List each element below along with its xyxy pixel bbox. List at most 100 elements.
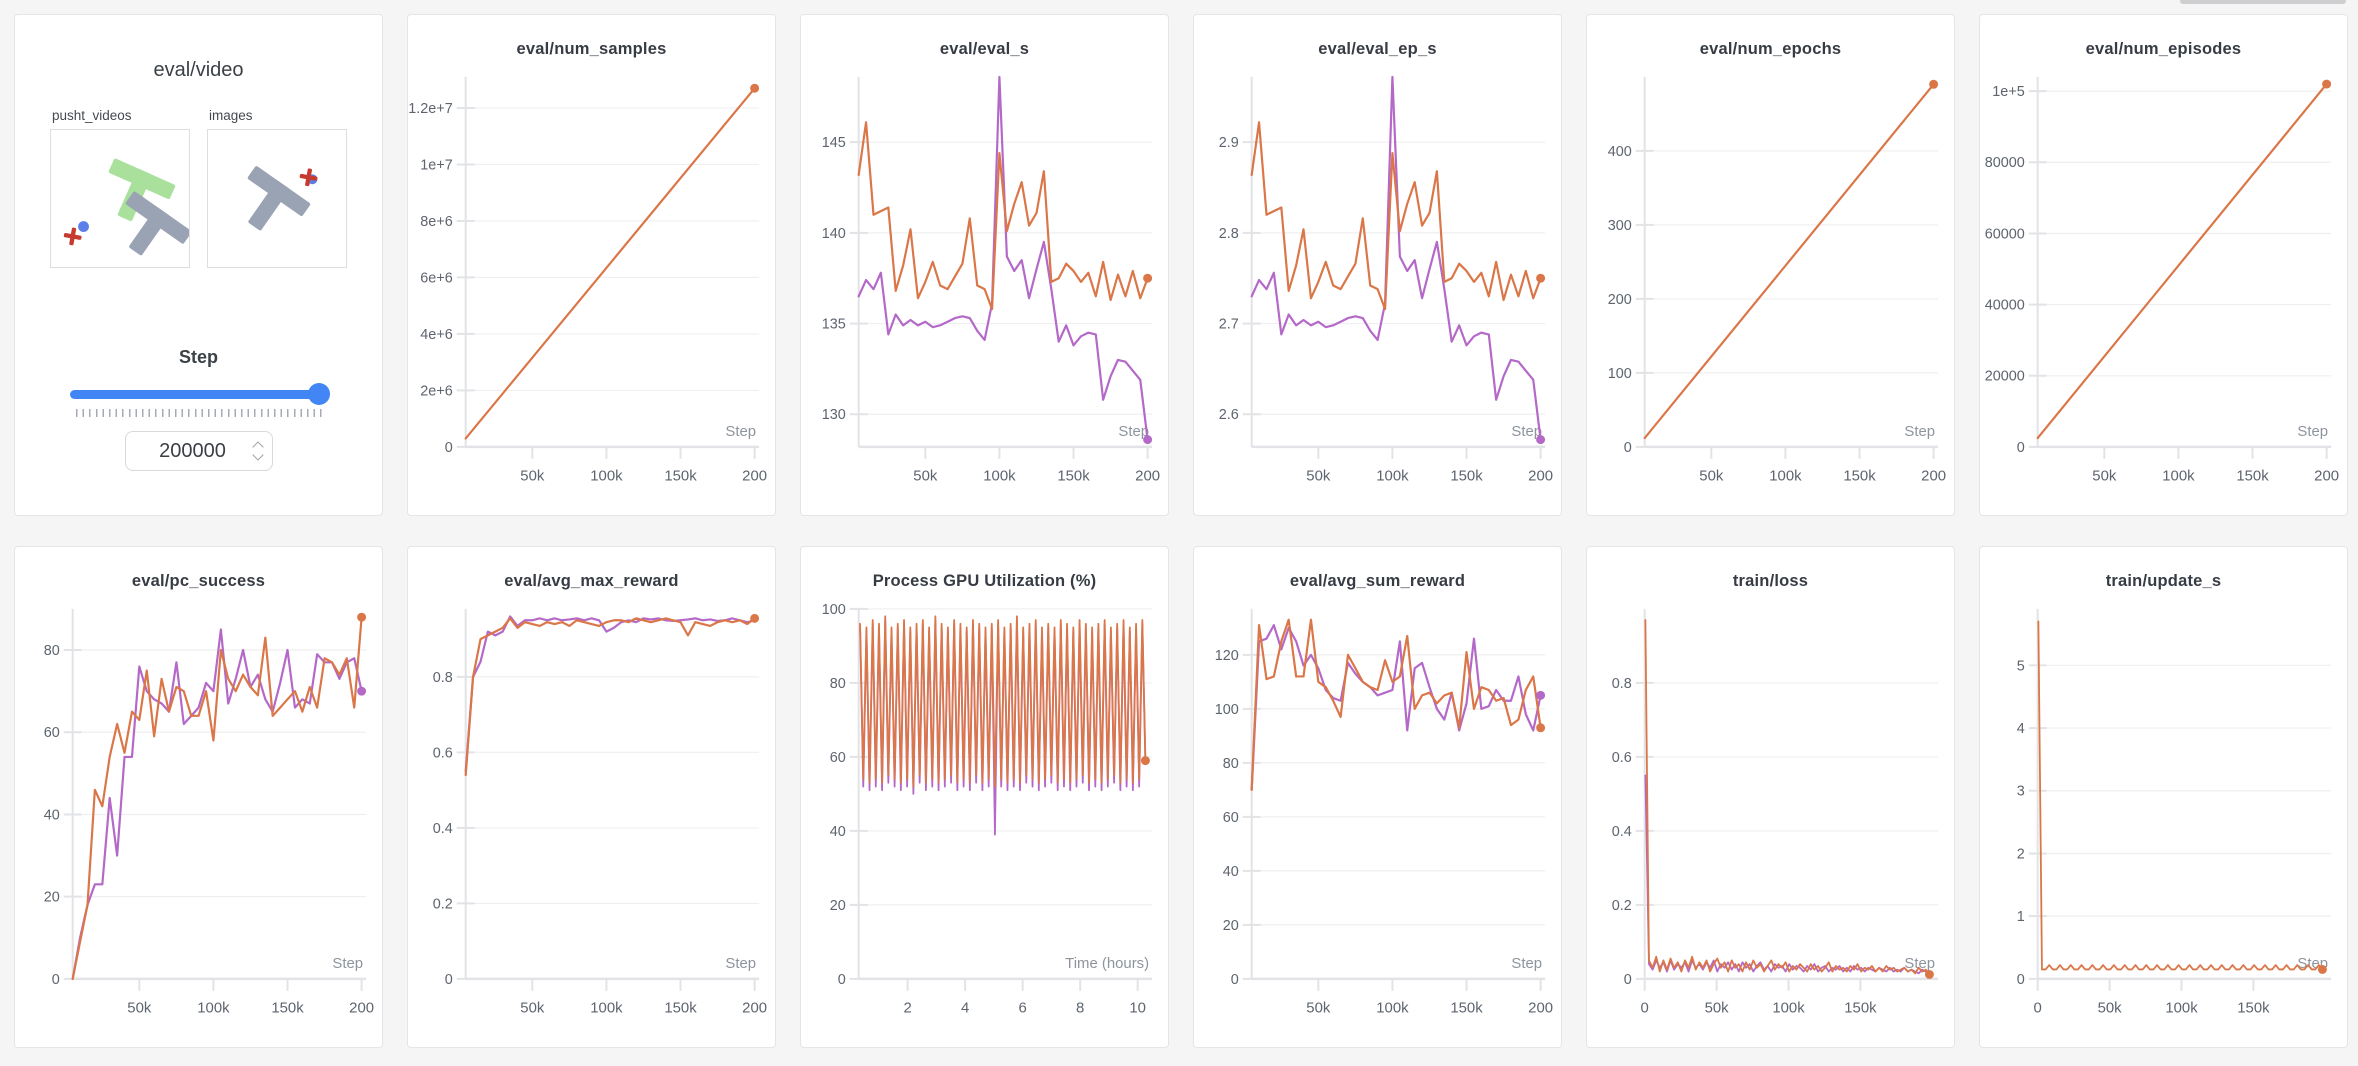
block-t-shape — [247, 166, 311, 231]
chart-canvas[interactable]: 0 0.2 0.4 0.6 0.8 50k 100k 150k 200 Step — [408, 595, 775, 1033]
chart-panel-eval-eval-s: eval/eval_s 130 135 140 145 50k 100k 150k 200 St… — [800, 14, 1169, 516]
y-tick-label: 40 — [1223, 864, 1239, 880]
step-stepper[interactable] — [251, 441, 264, 461]
chart-title: eval/pc_success — [131, 572, 266, 590]
x-tick-label: 8 — [1076, 1001, 1084, 1017]
x-tick-label: 200 — [2314, 469, 2339, 485]
x-tick-label: 100k — [1376, 469, 1409, 485]
media-label: pusht_videos — [52, 108, 132, 123]
chart-canvas[interactable]: 0 0.2 0.4 0.6 0.8 0 50k 100k 150k Step — [1587, 595, 1954, 1033]
x-tick-label: 100k — [1772, 1001, 1805, 1017]
x-tick-label: 200 — [1921, 469, 1946, 485]
series-line-purple — [71, 628, 363, 980]
y-tick-label: 80000 — [1985, 155, 2025, 171]
y-tick-label: 0 — [2017, 972, 2025, 988]
series-end-dot-orange — [2322, 79, 2332, 89]
x-tick-label: 6 — [1019, 1001, 1027, 1017]
chart-canvas[interactable]: 0 2e+6 4e+6 6e+6 8e+6 1e+7 1.2e+7 50k 100k 150k 20… — [408, 63, 775, 501]
x-tick-label: 50k — [1306, 1001, 1331, 1017]
x-tick-label: 50k — [520, 469, 545, 485]
series-end-dot-purple — [357, 686, 367, 696]
step-slider-track[interactable] — [69, 390, 328, 399]
target-cross-icon — [299, 168, 318, 187]
x-axis-caption: Step — [725, 956, 756, 972]
y-tick-label: 0 — [445, 972, 453, 988]
y-tick-label: 20 — [830, 898, 846, 914]
y-tick-label: 0 — [52, 972, 60, 988]
chevron-down-icon[interactable] — [251, 449, 264, 461]
x-tick-label: 50k — [1306, 469, 1331, 485]
series-end-dot-orange — [1929, 79, 1939, 89]
series-line-orange — [1644, 619, 1931, 976]
y-tick-label: 0.8 — [1612, 676, 1632, 692]
y-tick-label: 40000 — [1985, 298, 2025, 314]
y-tick-label: 8e+6 — [420, 214, 452, 230]
y-tick-label: 0 — [1624, 440, 1632, 456]
x-tick-label: 100k — [590, 1001, 623, 1017]
series-end-dot-orange — [357, 612, 367, 622]
x-tick-label: 150k — [664, 469, 697, 485]
step-slider-thumb[interactable] — [307, 383, 330, 405]
x-tick-label: 50k — [913, 469, 938, 485]
chart-canvas[interactable]: 130 135 140 145 50k 100k 150k 200 Step — [801, 63, 1168, 501]
x-tick-label: 50k — [1699, 469, 1724, 485]
y-tick-label: 1.2e+7 — [408, 101, 452, 117]
block-t-shape — [125, 191, 192, 256]
series-end-dot-orange — [1536, 273, 1546, 283]
chart-canvas[interactable]: 0 20 40 60 80 100 2 4 6 8 10 Time (hours) — [801, 595, 1168, 1033]
x-tick-label: 200 — [1528, 469, 1553, 485]
y-tick-label: 0 — [1231, 972, 1239, 988]
series-end-dot-orange — [2317, 964, 2327, 974]
y-tick-label: 6e+6 — [420, 270, 452, 286]
series-end-dot-orange — [750, 613, 760, 623]
x-axis-caption: Step — [1511, 424, 1542, 440]
media-panel-eval-video: eval/video pusht_videos — [14, 14, 383, 516]
x-tick-label: 100k — [2162, 469, 2195, 485]
step-number-box — [124, 431, 273, 471]
image-thumbnail[interactable] — [207, 129, 347, 268]
y-tick-label: 200 — [1608, 292, 1632, 308]
x-tick-label: 100k — [983, 469, 1016, 485]
series-line-purple — [1644, 774, 1931, 977]
y-tick-label: 2e+6 — [420, 383, 452, 399]
chart-canvas[interactable]: 0 20000 40000 60000 80000 1e+5 50k 100k 150k 200 S… — [1980, 63, 2347, 501]
chart-title: eval/avg_max_reward — [504, 572, 679, 590]
x-axis-caption: Step — [2297, 424, 2328, 440]
y-tick-label: 0 — [838, 972, 846, 988]
y-tick-label: 4e+6 — [420, 327, 452, 343]
chart-title: train/loss — [1732, 572, 1809, 590]
video-thumbnail-pusht[interactable] — [50, 129, 192, 268]
chart-canvas[interactable]: 2.6 2.7 2.8 2.9 50k 100k 150k 200 Step — [1194, 63, 1561, 501]
chart-canvas[interactable]: 0 100 200 300 400 50k 100k 150k 200 Step — [1587, 63, 1954, 501]
step-slider-ticks — [75, 409, 322, 417]
x-tick-label: 100k — [197, 1001, 230, 1017]
x-tick-label: 150k — [2237, 1001, 2270, 1017]
step-slider[interactable] — [69, 383, 330, 405]
series-line-orange — [71, 616, 363, 980]
y-tick-label: 2.9 — [1219, 135, 1239, 151]
series-line-orange — [2036, 82, 2328, 440]
y-tick-label: 120 — [1215, 648, 1239, 664]
series-line-orange — [1250, 618, 1542, 791]
chart-canvas[interactable]: 0 20 40 60 80 100 120 50k 100k 150k 200 Step — [1194, 595, 1561, 1033]
y-tick-label: 20 — [1223, 918, 1239, 934]
series-end-dot-purple — [1536, 435, 1546, 445]
x-tick-label: 200 — [1528, 1001, 1553, 1017]
chart-canvas[interactable]: 0 20 40 60 80 50k 100k 150k 200 Step — [15, 595, 382, 1033]
y-tick-label: 300 — [1608, 218, 1632, 234]
x-tick-label: 150k — [1450, 469, 1483, 485]
x-axis-caption: Step — [1118, 424, 1149, 440]
y-tick-label: 80 — [1223, 756, 1239, 772]
chart-title: eval/eval_s — [939, 40, 1030, 58]
y-tick-label: 0 — [445, 440, 453, 456]
y-tick-label: 1e+7 — [420, 157, 452, 173]
media-item-images: images — [207, 108, 347, 273]
series-line-orange — [2037, 620, 2324, 971]
chart-panel-eval-num-episodes: eval/num_episodes 0 20000 40000 60000 80000 1… — [1979, 14, 2348, 516]
y-tick-label: 1e+5 — [1992, 84, 2024, 100]
x-tick-label: 150k — [1843, 469, 1876, 485]
step-value-input[interactable] — [131, 438, 254, 464]
y-tick-label: 40 — [830, 824, 846, 840]
x-tick-label: 50k — [2092, 469, 2117, 485]
